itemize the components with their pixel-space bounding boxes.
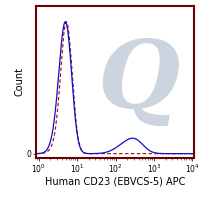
Text: Q: Q	[98, 37, 180, 127]
X-axis label: Human CD23 (EBVCS-5) APC: Human CD23 (EBVCS-5) APC	[45, 176, 185, 186]
Y-axis label: Count: Count	[15, 67, 25, 96]
